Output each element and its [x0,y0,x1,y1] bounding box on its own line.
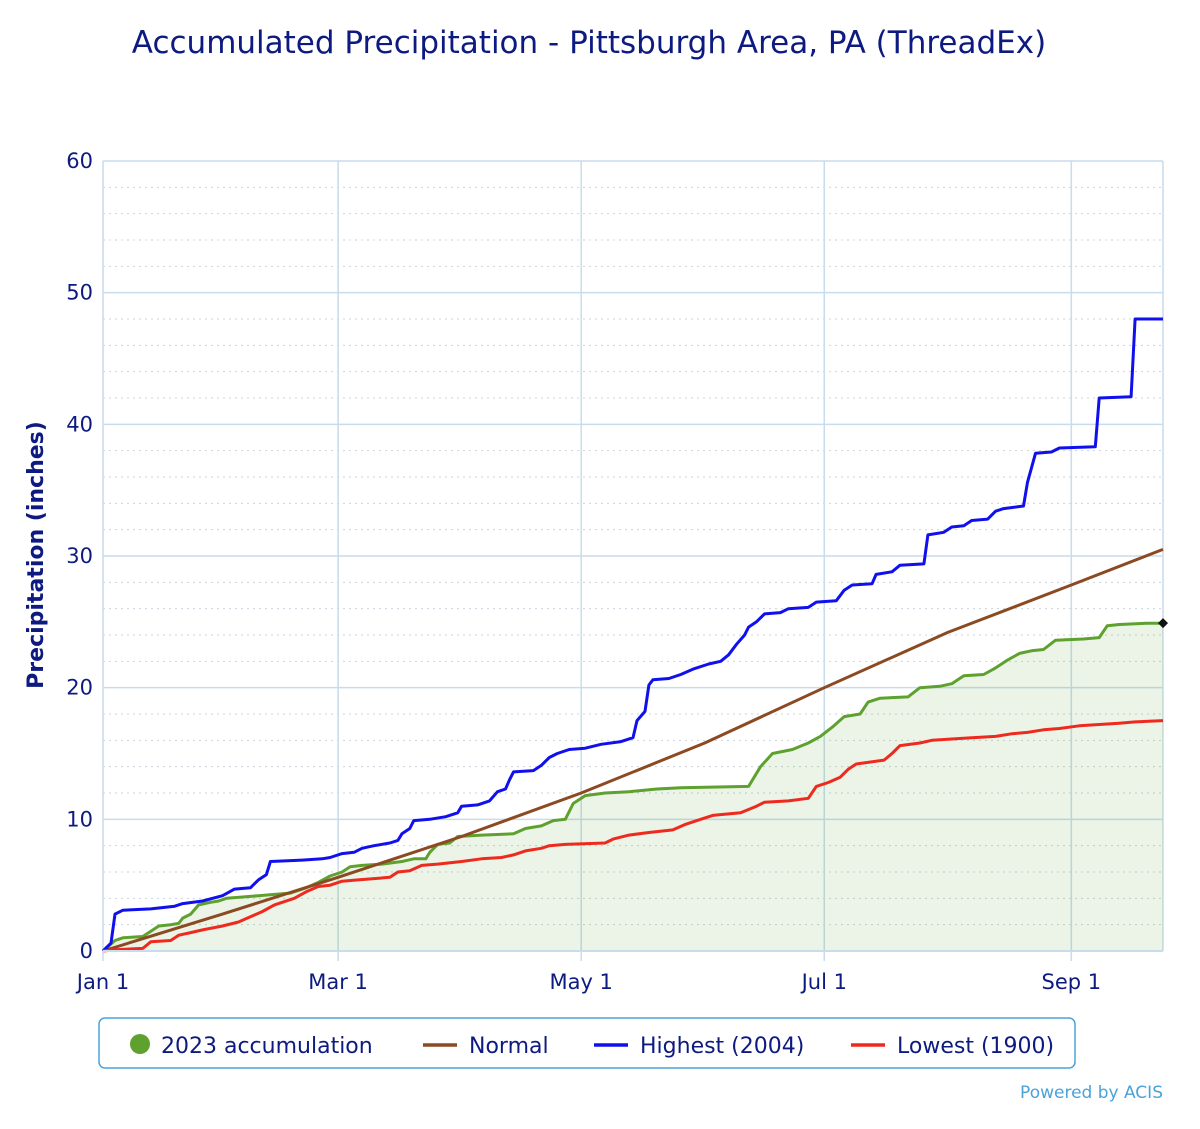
y-axis-ticks: 0 10 20 30 40 50 60 [66,149,93,963]
series-line-highest-2004 [101,317,1163,953]
y-tick-label: 20 [66,676,93,700]
series-end-marker[interactable] [1158,618,1168,629]
y-axis-label: Precipitation (inches) [24,421,49,689]
x-tick-label: Mar 1 [308,970,368,994]
y-tick-label: 0 [80,939,93,963]
series-areas [103,623,1163,951]
series-line-lowest-1900 [102,719,1164,953]
series-area-2023-accumulation [103,623,1163,951]
legend-label: 2023 accumulation [161,1034,373,1059]
y-tick-label: 10 [66,807,93,831]
legend-item-highest-2004[interactable]: Highest (2004) [594,1034,804,1059]
y-tick-label: 60 [66,149,93,173]
y-tick-label: 30 [66,544,93,568]
series-line-2023-accumulation [102,621,1163,953]
series-line-normal [102,548,1164,953]
grid-lines [102,160,1164,952]
legend-label: Highest (2004) [640,1034,804,1059]
credit-link[interactable]: Powered by ACIS [1020,1083,1163,1103]
legend-item-lowest-1900[interactable]: Lowest (1900) [851,1034,1054,1059]
legend: 2023 accumulation Normal Highest (2004) Low… [98,1017,1076,1069]
legend-box [98,1017,1076,1069]
x-tick-label: Sep 1 [1042,970,1102,994]
x-axis-ticks: Jan 1 Mar 1 May 1 Jul 1 Sep 1 [75,951,1101,994]
legend-symbol [130,1034,150,1054]
y-tick-label: 50 [66,281,93,305]
chart-title: Accumulated Precipitation - Pittsburgh A… [132,25,1046,61]
legend-item-normal[interactable]: Normal [423,1034,549,1059]
legend-label: Normal [469,1034,549,1059]
y-tick-label: 40 [66,412,93,436]
legend-item-2023-accumulation[interactable]: 2023 accumulation [130,1034,373,1059]
x-tick-label: Jul 1 [800,970,847,994]
legend-label: Lowest (1900) [897,1034,1054,1059]
x-tick-label: Jan 1 [75,970,129,994]
x-tick-label: May 1 [549,970,612,994]
series-lines [101,317,1168,953]
